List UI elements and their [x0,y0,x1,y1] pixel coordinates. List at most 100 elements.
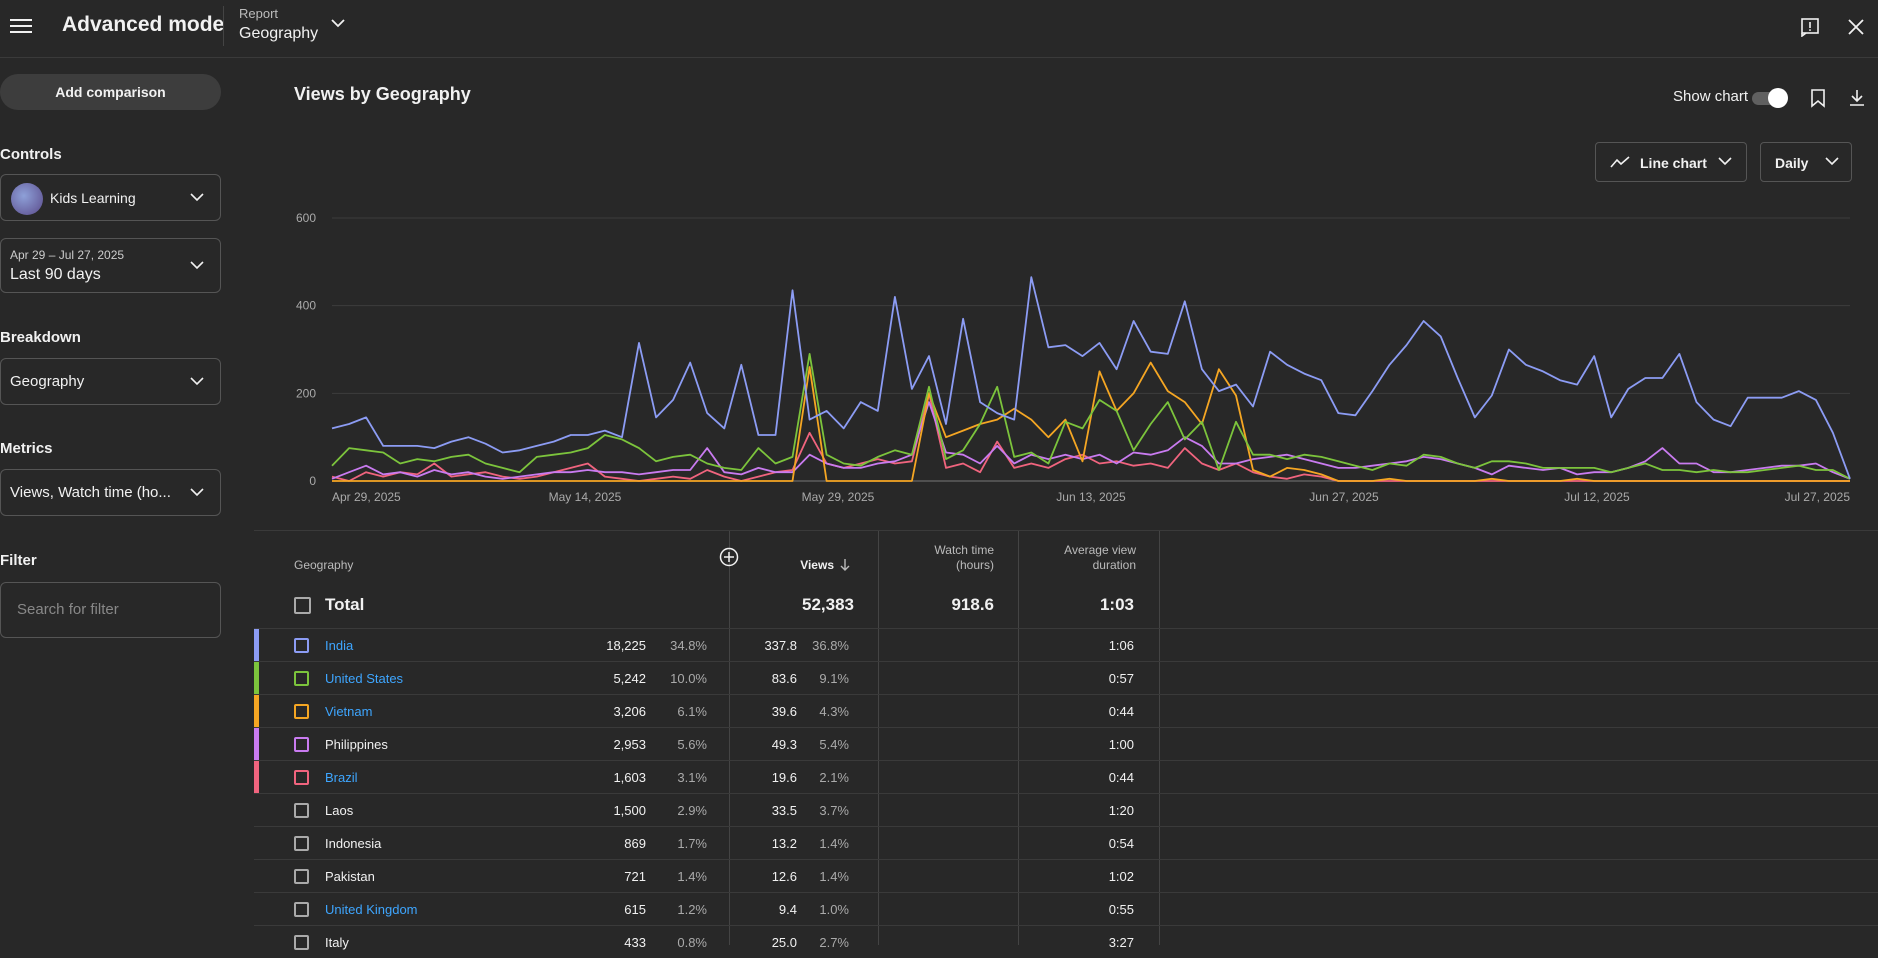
filter-placeholder: Search for filter [17,601,119,618]
views-percent: 6.1% [677,704,707,719]
header-geography[interactable]: Geography [294,558,354,572]
filter-search-input[interactable]: Search for filter [0,582,221,638]
country-name[interactable]: Pakistan [325,869,375,884]
add-column-icon[interactable] [719,547,739,567]
chevron-down-icon [190,260,204,269]
row-checkbox[interactable] [294,770,309,785]
close-icon[interactable] [1846,17,1866,37]
feedback-icon[interactable] [1800,17,1820,37]
country-name[interactable]: Brazil [325,770,358,785]
report-selector[interactable]: Geography [239,25,319,42]
country-name[interactable]: Vietnam [325,704,373,719]
breakdown-selector[interactable]: Geography [0,358,221,405]
row-checkbox[interactable] [294,935,309,950]
watch-time-percent: 2.1% [819,770,849,785]
avg-duration-value: 3:27 [1108,935,1134,950]
watch-time-value: 9.4 [778,902,797,917]
chevron-down-icon[interactable] [330,18,346,28]
watch-time-value: 49.3 [771,737,797,752]
row-checkbox[interactable] [294,671,309,686]
header-watch-time[interactable]: Watch time [934,543,994,557]
views-percent: 1.2% [677,902,707,917]
chart-type-selector[interactable]: Line chart [1595,142,1747,182]
table-row: Vietnam 3,206 6.1% 39.6 4.3% 0:44 [254,694,1878,727]
channel-selector[interactable]: Kids Learning [0,174,221,221]
table-row: Italy 433 0.8% 25.0 2.7% 3:27 [254,925,1878,958]
date-preset: Last 90 days [10,266,101,283]
header-avg-view-duration[interactable]: Average view [1064,543,1136,557]
watch-time-value: 83.6 [771,671,797,686]
country-name[interactable]: Laos [325,803,354,818]
avg-duration-value: 0:57 [1108,671,1134,686]
views-value: 721 [624,869,646,884]
views-value: 3,206 [613,704,646,719]
row-checkbox[interactable] [294,638,309,653]
series-color-bar [254,662,259,694]
views-value: 1,603 [613,770,646,785]
series-line-philippines[interactable] [331,401,1851,480]
country-name[interactable]: India [325,638,354,653]
show-chart-toggle[interactable] [1752,88,1790,108]
country-name[interactable]: Philippines [325,737,388,752]
watch-time-percent: 36.8% [812,638,849,653]
header-avg-view-duration-2[interactable]: duration [1092,558,1136,572]
watch-time-percent: 2.7% [819,935,849,950]
sort-down-icon[interactable] [839,558,851,572]
watch-time-value: 12.6 [771,869,797,884]
header-divider [223,6,224,46]
avg-duration-value: 0:55 [1108,902,1134,917]
bookmark-icon[interactable] [1809,88,1827,108]
watch-time-percent: 1.0% [819,902,849,917]
granularity-label: Daily [1775,155,1809,171]
row-checkbox[interactable] [294,902,309,917]
breakdown-value: Geography [10,373,85,390]
country-name[interactable]: United States [325,671,404,686]
series-line-india[interactable] [331,276,1851,480]
views-value: 2,953 [613,737,646,752]
header-views[interactable]: Views [800,558,834,572]
total-checkbox[interactable] [294,597,311,614]
country-name[interactable]: Italy [325,935,349,950]
country-name[interactable]: Indonesia [325,836,382,851]
avg-duration-value: 1:00 [1108,737,1134,752]
breakdown-label: Breakdown [0,329,81,346]
x-tick-label: Jun 27, 2025 [1309,490,1379,504]
table-row: Brazil 1,603 3.1% 19.6 2.1% 0:44 [254,760,1878,793]
date-range-selector[interactable]: Apr 29 – Jul 27, 2025 Last 90 days [0,238,221,293]
row-checkbox[interactable] [294,803,309,818]
watch-time-value: 19.6 [771,770,797,785]
report-label: Report [239,6,279,21]
series-line-vietnam[interactable] [332,361,1850,482]
header-watch-time-unit[interactable]: (hours) [955,558,994,572]
add-comparison-button[interactable]: Add comparison [0,74,221,110]
date-range: Apr 29 – Jul 27, 2025 [10,248,125,262]
geography-table: Geography Views Watch time (hours) Avera… [254,530,1878,950]
row-checkbox[interactable] [294,869,309,884]
metrics-selector[interactable]: Views, Watch time (ho... [0,469,221,516]
line-chart-icon [1610,156,1630,168]
chevron-down-icon [1718,157,1732,166]
row-checkbox[interactable] [294,737,309,752]
series-color-bar [254,728,259,760]
row-checkbox[interactable] [294,704,309,719]
series-line-united-states[interactable] [331,352,1851,480]
x-tick-label: Jun 13, 2025 [1056,490,1126,504]
country-name[interactable]: United Kingdom [325,902,418,917]
views-percent: 5.6% [677,737,707,752]
avg-duration-value: 0:54 [1108,836,1134,851]
chevron-down-icon [190,376,204,385]
download-icon[interactable] [1848,88,1866,108]
x-tick-label: Jul 12, 2025 [1564,490,1630,504]
column-divider [1159,531,1160,945]
granularity-selector[interactable]: Daily [1760,142,1852,182]
column-divider [1018,531,1019,945]
chart-title: Views by Geography [294,84,471,104]
series-line-brazil[interactable] [331,392,1850,482]
total-label: Total [325,595,365,614]
row-checkbox[interactable] [294,836,309,851]
watch-time-percent: 9.1% [819,671,849,686]
menu-icon[interactable] [10,15,32,35]
watch-time-percent: 1.4% [819,869,849,884]
table-row: India 18,225 34.8% 337.8 36.8% 1:06 [254,628,1878,661]
views-percent: 1.4% [677,869,707,884]
